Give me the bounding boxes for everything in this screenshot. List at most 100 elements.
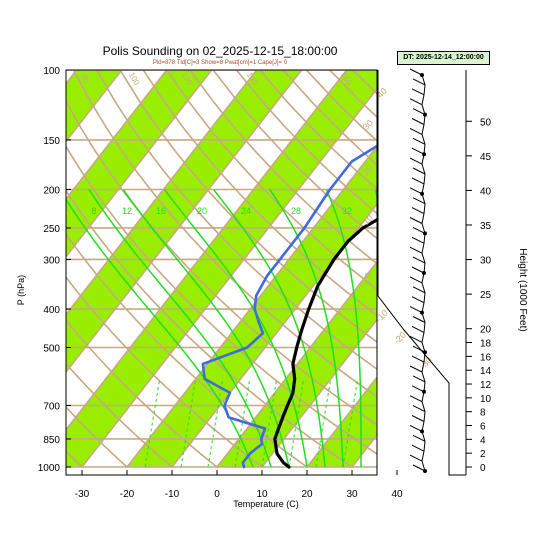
wind-point [423, 231, 427, 236]
wind-barb [412, 434, 426, 442]
height-tick-label: 50 [480, 117, 492, 128]
isotherm-label: 0 [363, 271, 374, 282]
wind-barb [411, 325, 425, 333]
y-tick-label: 1000 [38, 463, 61, 474]
moist-adiabat [325, 189, 362, 468]
mixing-ratio-line [261, 378, 278, 468]
wind-point [420, 191, 424, 196]
wind-barb [412, 375, 426, 383]
moist-adiabat-label: 28 [291, 206, 301, 216]
wind-barb [411, 444, 425, 452]
isotherm-line [126, 145, 377, 468]
x-tick-label: 40 [391, 489, 403, 500]
x-tick-label: 10 [256, 489, 268, 500]
wind-barb [409, 335, 423, 343]
isotherm-line [0, 70, 32, 467]
mixing-ratio-line [144, 378, 161, 468]
wind-barb [412, 137, 426, 145]
wind-point [422, 389, 426, 394]
wind-barb [411, 266, 425, 274]
y-tick-label: 700 [43, 402, 60, 413]
y-tick-label: 200 [43, 186, 60, 197]
dry-adiabat [142, 70, 377, 317]
wind-point [422, 152, 426, 157]
wind-point [420, 73, 424, 77]
wind-barb [412, 197, 426, 205]
wind-barb [412, 405, 426, 413]
wind-barb [412, 226, 426, 234]
y-tick-label: 100 [43, 66, 60, 77]
wind-point [420, 429, 424, 434]
isotherm-line [81, 87, 377, 468]
wind-barb [411, 236, 425, 244]
wind-barb [411, 415, 425, 422]
y-tick-label: 300 [43, 255, 60, 266]
moist-adiabat [269, 189, 344, 468]
isotherm-line [66, 70, 258, 316]
wind-barb [409, 306, 423, 314]
moist-adiabat [122, 189, 290, 468]
dry-adiabat [66, 319, 218, 468]
isotherm-line [66, 70, 168, 201]
y-tick-label: 850 [43, 435, 60, 446]
height-tick-label: 8 [480, 408, 486, 419]
y-tick-label: 400 [43, 305, 60, 316]
dry-adiabat [352, 70, 377, 95]
isotherm-line [306, 375, 377, 468]
moist-adiabat-label: 20 [197, 206, 207, 216]
y-axis-label: P (hPa) [16, 275, 26, 305]
moist-adiabat-label: 12 [122, 206, 132, 216]
isotherm-line [261, 318, 377, 468]
mixing-ratio-line [180, 378, 197, 468]
height-tick-label: 18 [480, 339, 492, 350]
isotherm-label: 30 [361, 118, 375, 132]
wind-barb [411, 88, 425, 96]
height-tick-label: 45 [480, 152, 492, 163]
height-tick-label: 30 [480, 256, 492, 267]
plot-frame [65, 69, 378, 476]
moist-adiabat-label: 24 [241, 206, 251, 216]
height-tick-label: 12 [480, 380, 492, 391]
wind-barb [409, 246, 423, 254]
dry-adiabat [66, 275, 263, 468]
wind-point [420, 310, 424, 315]
wind-barb [409, 395, 423, 403]
height-tick-label: 10 [480, 394, 492, 405]
wind-barb [411, 147, 425, 155]
height-axis-label: Height (1000 Feet) [517, 248, 528, 331]
height-tick-label: 14 [480, 366, 492, 377]
wind-barb [409, 217, 423, 224]
plot-area [0, 70, 540, 469]
height-tick-label: 6 [480, 422, 486, 433]
moist-adiabat [163, 189, 308, 468]
height-tick-label: 4 [480, 435, 486, 446]
datetime-badge: DT: 2025-12-14_12:00:00 [397, 51, 490, 65]
wind-barb [411, 355, 425, 363]
wind-point [423, 112, 427, 117]
y-tick-label: 150 [43, 136, 60, 147]
x-tick-label: -20 [120, 489, 135, 500]
dry-adiabat [96, 70, 377, 371]
mixing-ratio-line [207, 378, 224, 468]
wind-barb [409, 365, 423, 373]
dry-adiabat [66, 144, 377, 455]
wind-barb [412, 256, 426, 264]
dry-adiabat [375, 70, 377, 72]
x-tick-label: 20 [301, 489, 313, 500]
x-axis-label: Temperature (C) [233, 499, 299, 509]
x-tick-label: 0 [214, 489, 220, 500]
dewpoint-profile [201, 144, 377, 469]
y-tick-label: 500 [43, 343, 60, 354]
moist-adiabat [213, 189, 326, 468]
wind-barb [411, 296, 425, 304]
wind-barb [412, 167, 426, 175]
x-tick-label: -30 [75, 489, 90, 500]
mixing-ratio-line [234, 378, 251, 468]
mixing-ratio-line [315, 378, 332, 468]
wind-barb [412, 286, 426, 294]
isotherm-line [66, 70, 78, 85]
isotherm-line [487, 70, 540, 467]
height-tick-label: 20 [480, 325, 492, 336]
